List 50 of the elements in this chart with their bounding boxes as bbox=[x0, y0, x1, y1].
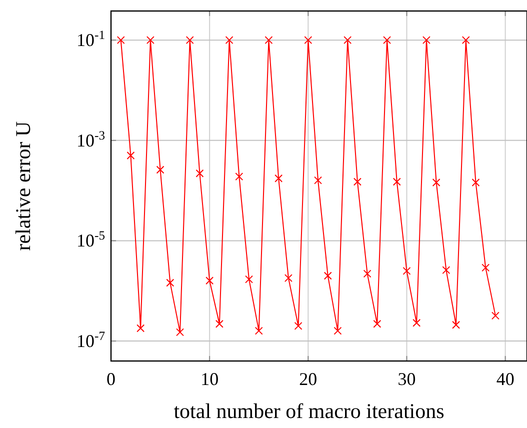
point bbox=[116, 36, 125, 44]
point bbox=[392, 178, 401, 186]
point bbox=[166, 278, 174, 287]
y-tick-label: 10$^{-3}$ bbox=[76, 128, 105, 150]
point bbox=[206, 276, 214, 285]
point bbox=[284, 274, 292, 282]
point bbox=[422, 36, 430, 44]
point bbox=[294, 322, 302, 330]
y-tick-label: 10$^{-7}$ bbox=[76, 329, 105, 352]
x-tick-label: 20 bbox=[299, 369, 318, 389]
y-tick-label: 10$^{-5}$ bbox=[76, 228, 105, 251]
point bbox=[452, 320, 460, 329]
point bbox=[482, 264, 490, 272]
point bbox=[363, 270, 372, 278]
x-tick-label: 0 bbox=[106, 369, 116, 389]
point bbox=[344, 36, 352, 44]
point bbox=[314, 176, 322, 184]
point bbox=[136, 324, 145, 332]
point bbox=[373, 320, 382, 328]
point bbox=[245, 275, 254, 284]
point bbox=[235, 172, 244, 181]
y-tick-label: 10$^{-1}$ bbox=[76, 28, 105, 50]
x-tick-label: 40 bbox=[496, 369, 514, 389]
x-tick-label: 10 bbox=[200, 369, 219, 389]
x-axis-title: total number of macro iterations bbox=[174, 399, 444, 423]
point bbox=[334, 326, 342, 335]
point bbox=[304, 36, 312, 44]
point bbox=[176, 328, 184, 336]
point bbox=[353, 178, 362, 186]
point bbox=[146, 36, 154, 44]
point bbox=[156, 166, 164, 174]
point bbox=[215, 320, 224, 328]
point bbox=[264, 36, 273, 44]
point bbox=[324, 272, 332, 280]
point bbox=[432, 178, 440, 186]
x-tick-label: 30 bbox=[398, 369, 416, 389]
point bbox=[225, 36, 234, 44]
point bbox=[126, 152, 135, 160]
point bbox=[196, 169, 204, 178]
point bbox=[274, 174, 283, 182]
point bbox=[383, 36, 392, 44]
point bbox=[402, 266, 411, 275]
point bbox=[412, 318, 421, 327]
point bbox=[254, 326, 263, 335]
point bbox=[491, 312, 500, 320]
y-axis-title: relative error U bbox=[11, 121, 35, 251]
point bbox=[472, 178, 480, 186]
point bbox=[186, 36, 194, 44]
point bbox=[442, 266, 450, 274]
point bbox=[462, 36, 470, 44]
